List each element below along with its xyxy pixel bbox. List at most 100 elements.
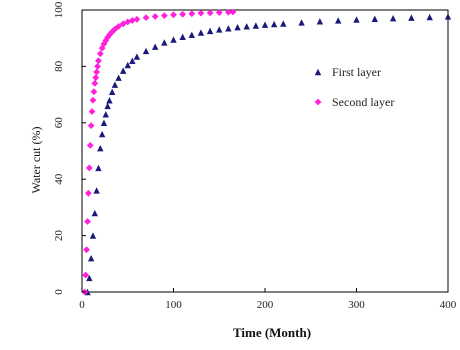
y-axis-title: Water cut (%) xyxy=(29,127,43,194)
data-point xyxy=(216,26,223,33)
x-axis-ticks: 0 100 200 300 400 xyxy=(79,288,457,311)
data-point xyxy=(161,39,168,46)
data-point xyxy=(133,15,141,23)
x-tick-label: 100 xyxy=(165,299,182,311)
data-point xyxy=(371,15,378,22)
data-point xyxy=(160,12,168,20)
plot-frame xyxy=(81,9,449,293)
data-point xyxy=(111,81,119,88)
data-point xyxy=(133,53,141,60)
data-point xyxy=(280,20,287,27)
y-tick-label: 20 xyxy=(53,230,65,242)
data-point xyxy=(95,164,102,172)
y-axis-ticks: 0 20 40 60 80 100 xyxy=(53,1,86,295)
data-point xyxy=(85,164,93,172)
data-point xyxy=(108,28,116,36)
legend-marker xyxy=(314,68,322,76)
data-point xyxy=(102,111,109,118)
data-point xyxy=(84,218,91,225)
data-point xyxy=(83,246,90,254)
data-point xyxy=(170,11,177,19)
y-tick-label: 0 xyxy=(53,289,65,295)
data-point xyxy=(444,13,452,20)
data-point xyxy=(85,189,92,197)
data-point xyxy=(90,88,98,96)
data-point xyxy=(225,25,232,32)
x-tick-label: 400 xyxy=(440,299,457,311)
data-point xyxy=(92,74,100,82)
data-point xyxy=(179,33,186,40)
data-point xyxy=(97,144,104,152)
data-point xyxy=(270,20,278,28)
legend: First layer Second layer xyxy=(314,65,394,109)
data-point xyxy=(197,9,205,17)
data-point xyxy=(298,19,305,26)
x-axis-title: Time (Month) xyxy=(233,325,311,340)
y-tick-label: 60 xyxy=(53,117,65,129)
data-point xyxy=(152,43,159,50)
legend-label: First layer xyxy=(332,65,381,79)
data-point xyxy=(108,88,116,95)
legend-label: Second layer xyxy=(332,95,394,109)
data-point xyxy=(94,63,101,70)
data-point xyxy=(225,8,232,16)
data-point xyxy=(119,67,127,74)
data-point xyxy=(215,9,223,16)
data-point xyxy=(88,108,96,115)
data-point xyxy=(243,23,250,30)
data-point xyxy=(96,50,104,58)
data-point xyxy=(93,187,100,194)
data-point xyxy=(98,44,106,52)
y-tick-label: 80 xyxy=(53,60,65,72)
data-point xyxy=(91,79,99,87)
data-point xyxy=(129,57,136,64)
series-second-layer xyxy=(81,8,237,296)
data-point xyxy=(86,274,93,282)
data-point xyxy=(95,57,102,65)
data-point xyxy=(179,10,187,18)
data-point xyxy=(87,254,95,262)
data-point xyxy=(102,37,110,44)
data-point xyxy=(234,24,241,31)
data-point xyxy=(197,29,205,36)
data-point xyxy=(408,14,415,21)
data-point xyxy=(426,13,433,21)
data-point xyxy=(104,102,111,110)
data-point xyxy=(335,17,342,24)
data-point xyxy=(98,130,106,138)
data-point xyxy=(389,14,397,22)
data-marks xyxy=(81,8,452,296)
data-point xyxy=(115,22,122,30)
data-point xyxy=(124,61,131,69)
data-point xyxy=(106,31,113,39)
data-point xyxy=(93,68,101,76)
data-point xyxy=(128,17,136,24)
data-point xyxy=(89,96,97,104)
series-first-layer xyxy=(84,13,452,296)
x-tick-label: 200 xyxy=(257,299,274,311)
data-point xyxy=(252,22,260,29)
data-point xyxy=(100,119,108,126)
data-point xyxy=(106,97,113,104)
data-point xyxy=(87,122,95,130)
data-point xyxy=(316,18,324,25)
x-tick-label: 300 xyxy=(348,299,365,311)
y-tick-label: 100 xyxy=(53,1,65,18)
data-point xyxy=(89,232,97,239)
data-point xyxy=(229,8,237,16)
data-point xyxy=(82,271,90,279)
data-point xyxy=(353,16,360,23)
data-point xyxy=(206,27,214,35)
data-point xyxy=(188,31,195,39)
plot-area xyxy=(81,9,449,293)
legend-marker xyxy=(314,98,322,106)
x-tick-label: 0 xyxy=(79,299,85,311)
y-tick-label: 40 xyxy=(53,173,65,185)
data-point xyxy=(142,14,150,22)
data-point xyxy=(151,13,159,20)
data-point xyxy=(170,36,177,43)
data-point xyxy=(115,74,122,81)
data-point xyxy=(86,141,94,149)
data-point xyxy=(91,209,99,217)
